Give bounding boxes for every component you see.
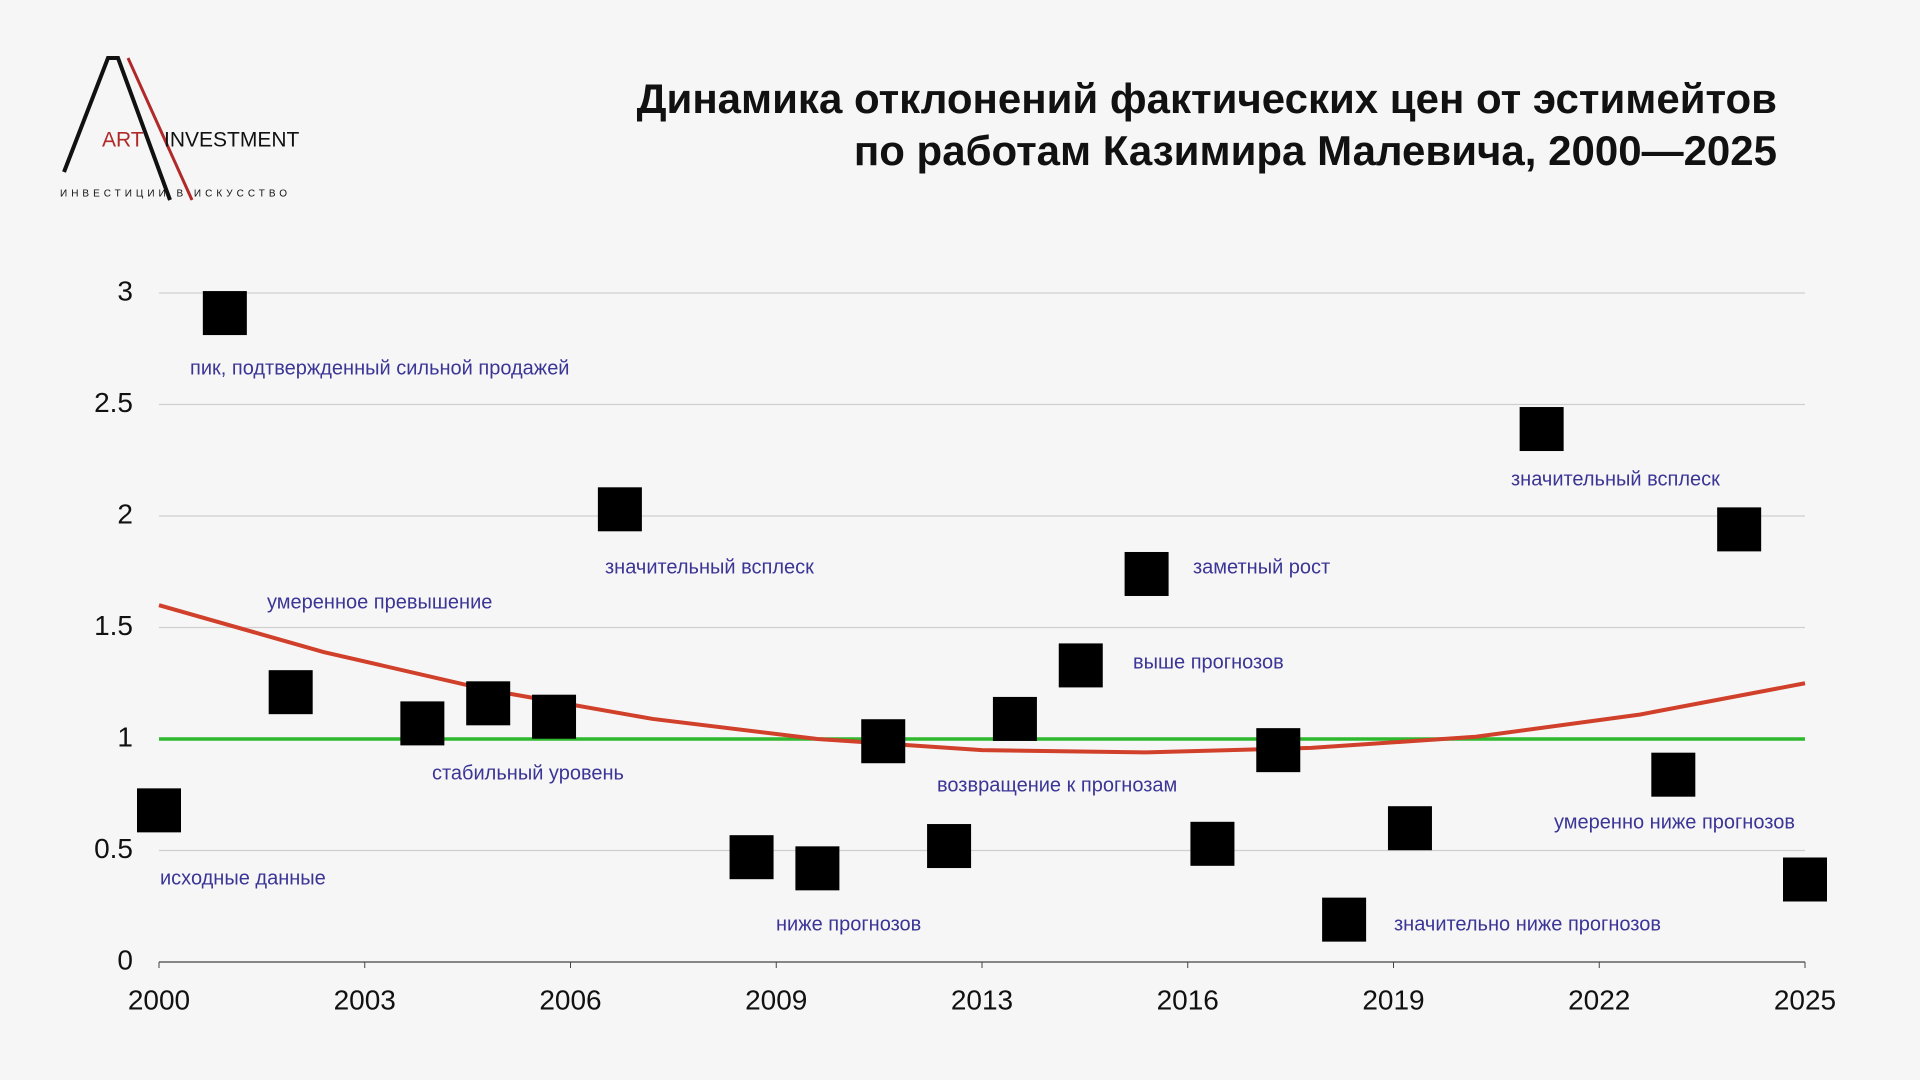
point (597, 487, 642, 532)
logo: ART INVESTMENT ИНВЕСТИЦИИ В ИСКУССТВО (60, 56, 300, 201)
annotation: умеренно ниже прогнозов (1554, 811, 1795, 833)
logo-mark (126, 57, 194, 201)
point (1717, 507, 1762, 552)
logo-mark (62, 56, 172, 201)
chart-title: Динамика отклонений фактических цен от э… (637, 75, 1777, 122)
annotation: значительный всплеск (605, 556, 814, 578)
logo-text: INVESTMENT (164, 129, 300, 152)
point (1190, 821, 1235, 866)
x-tick-label: 2025 (1774, 984, 1836, 1015)
point (729, 835, 774, 880)
point (1387, 806, 1432, 851)
annotation: заметный рост (1193, 556, 1330, 578)
x-tick-label: 2009 (745, 984, 807, 1015)
y-tick-label: 0 (117, 944, 133, 975)
annotation: возвращение к прогнозам (937, 774, 1177, 796)
x-tick-label: 2000 (128, 984, 190, 1015)
logo-tagline: ИНВЕСТИЦИИ В ИСКУССТВО (60, 189, 291, 200)
annotation: пик, подтвержденный сильной продажей (190, 357, 569, 379)
point (202, 291, 247, 336)
point (1256, 728, 1301, 773)
x-tick-label: 2016 (1157, 984, 1219, 1015)
point (1058, 643, 1103, 688)
point (268, 670, 313, 715)
point (1124, 551, 1169, 596)
x-tick-label: 2019 (1362, 984, 1424, 1015)
point (927, 824, 972, 869)
annotation: стабильный уровень (432, 762, 624, 784)
point (400, 701, 445, 746)
trend-line (158, 603, 1806, 755)
point (137, 788, 181, 833)
point (795, 846, 840, 891)
point (1651, 752, 1696, 797)
point (532, 694, 577, 739)
point (992, 696, 1037, 741)
y-tick-label: 3 (117, 275, 133, 306)
annotation: умеренное превышение (267, 591, 492, 613)
y-tick-label: 1.5 (94, 610, 133, 641)
annotation: значительно ниже прогнозов (1394, 913, 1661, 935)
y-tick-label: 0.5 (94, 833, 133, 864)
logo-text: ART (102, 129, 144, 152)
point (861, 719, 906, 764)
y-tick-label: 2.5 (94, 387, 133, 418)
x-tick-label: 2013 (951, 984, 1013, 1015)
annotation: значительный всплеск (1511, 468, 1720, 490)
point (1783, 857, 1827, 902)
point (466, 681, 511, 726)
point (1519, 407, 1564, 452)
point (1322, 897, 1367, 942)
annotation: ниже прогнозов (776, 913, 921, 935)
x-tick-label: 2006 (539, 984, 601, 1015)
annotation: исходные данные (160, 867, 326, 889)
y-tick-label: 1 (117, 721, 133, 752)
y-tick-label: 2 (117, 498, 133, 529)
x-tick-label: 2022 (1568, 984, 1630, 1015)
chart-title: по работам Казимира Малевича, 2000—2025 (854, 127, 1777, 174)
annotation: выше прогнозов (1133, 651, 1284, 673)
x-tick-label: 2003 (334, 984, 396, 1015)
